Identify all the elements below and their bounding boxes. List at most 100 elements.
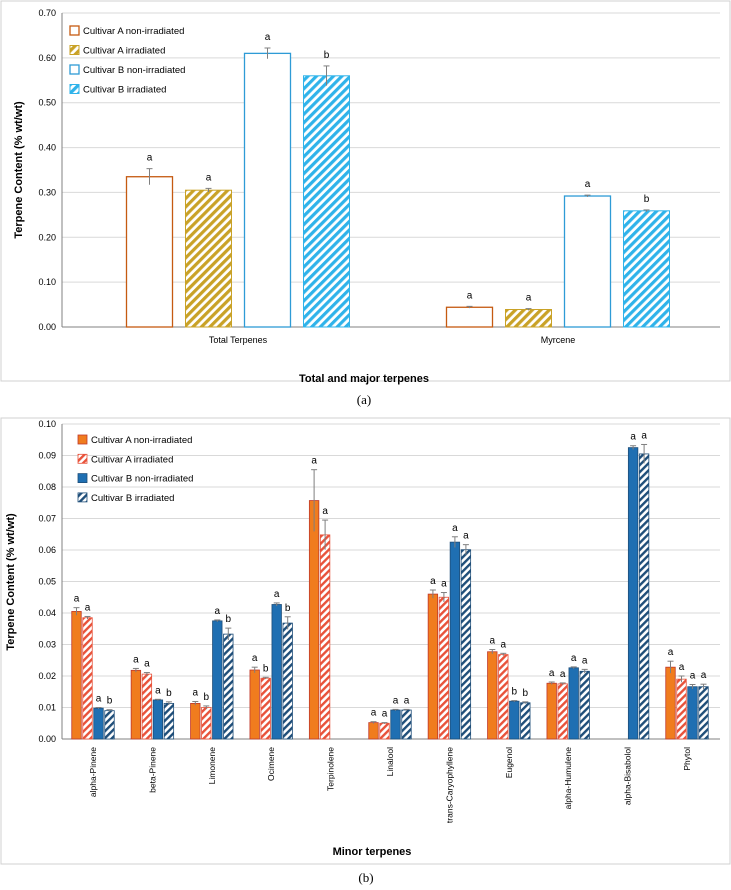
x-category-label: beta-Pinene <box>147 747 157 793</box>
significance-letter: a <box>690 671 696 682</box>
bar-alpha-pinene-cultivar-a-irradiated <box>82 617 93 740</box>
bar-beta-pinene-cultivar-b-irradiated <box>163 703 175 740</box>
bar-eugenol-cultivar-b-irradiated <box>520 702 531 740</box>
legend-label: Cultivar A non-irradiated <box>91 435 192 446</box>
bar-alpha-humulene-cultivar-b-non-irradiated <box>568 667 579 740</box>
bar-trans-caryophyllene-cultivar-b-non-irradiated <box>449 541 461 740</box>
gridlines-b <box>61 423 720 740</box>
significance-letter: a <box>490 636 496 647</box>
bar-alpha-pinene-cultivar-b-irradiated <box>104 710 115 740</box>
bar-alpha-bisabolol-cultivar-b-irradiated <box>638 453 650 740</box>
x-axis-title-a: Total and major terpenes <box>299 373 429 385</box>
y-tick-label: 0.05 <box>38 577 56 587</box>
bar-beta-pinene-cultivar-a-irradiated <box>141 673 153 740</box>
significance-letter: a <box>74 594 80 605</box>
bar-phytol-cultivar-b-non-irradiated <box>687 686 698 740</box>
significance-letter: a <box>193 688 199 699</box>
significance-letter: a <box>85 602 91 613</box>
y-tick-label: 0.20 <box>38 232 56 242</box>
y-tick-label: 0.08 <box>38 482 56 492</box>
legend-swatch <box>77 492 88 503</box>
significance-letter: a <box>463 531 469 542</box>
significance-letter: a <box>155 685 161 696</box>
x-category-label: Terpinolene <box>326 747 336 791</box>
x-axis-title-b: Minor terpenes <box>333 846 412 858</box>
bar-beta-pinene-cultivar-b-non-irradiated <box>152 699 164 740</box>
y-tick-label: 0.00 <box>38 734 56 744</box>
legend-b: Cultivar A non-irradiated Cultivar A irra… <box>77 434 193 504</box>
x-category-label: Phytol <box>682 747 692 771</box>
bar-eugenol-cultivar-a-non-irradiated <box>487 651 498 740</box>
legend-a: Cultivar A non-irradiated Cultivar A irra… <box>69 25 185 96</box>
y-tick-label: 0.09 <box>38 451 56 461</box>
legend-label: Cultivar B non-irradiated <box>83 65 185 76</box>
bar-linalool-cultivar-a-non-irradiated <box>368 722 379 740</box>
bar-phytol-cultivar-b-irradiated <box>698 686 709 740</box>
bar-alpha-pinene-cultivar-a-non-irradiated <box>71 611 82 740</box>
significance-letter: a <box>630 432 636 443</box>
legend-swatch <box>69 25 80 36</box>
panel-label-a: (a) <box>357 392 371 407</box>
bar-trans-caryophyllene-cultivar-a-non-irradiated <box>427 593 439 740</box>
y-ticks-b: 0.00 0.01 0.02 0.03 0.04 0.05 0.06 0.07 0.08 0.09… <box>38 419 56 744</box>
bar-terpinolene-cultivar-a-non-irradiated <box>308 500 320 740</box>
bar-ocimene-cultivar-b-non-irradiated <box>271 604 282 740</box>
x-category-label: Eugenol <box>504 747 514 778</box>
significance-letter: b <box>226 614 232 625</box>
legend-label: Cultivar B non-irradiated <box>91 474 193 485</box>
bars-a: a a a b a a a b <box>125 32 670 328</box>
legend-swatch <box>77 453 88 464</box>
legend-swatch <box>77 434 88 445</box>
y-tick-label: 0.01 <box>38 703 56 713</box>
bar-trans-caryophyllene-cultivar-a-irradiated <box>438 596 450 740</box>
significance-letter: a <box>501 639 507 650</box>
y-tick-label: 0.02 <box>38 671 56 681</box>
significance-letter: b <box>204 692 210 703</box>
significance-letter: a <box>571 653 577 664</box>
bar-total-terpenes-cultivar-a-irradiated <box>185 189 232 328</box>
significance-letter: b <box>644 194 650 205</box>
significance-letter: a <box>404 695 410 706</box>
y-tick-label: 0.06 <box>38 545 56 555</box>
bar-alpha-pinene-cultivar-b-non-irradiated <box>93 707 104 740</box>
legend-swatch <box>77 473 88 484</box>
significance-letter: a <box>549 668 555 679</box>
bar-limonene-cultivar-b-non-irradiated <box>212 620 223 740</box>
y-ticks-a: 0.00 0.10 0.20 0.30 0.40 0.50 0.60 0.70 <box>38 8 56 332</box>
bar-phytol-cultivar-a-non-irradiated <box>665 666 676 740</box>
panel-label-b: (b) <box>358 870 373 885</box>
legend-swatch <box>69 84 80 94</box>
bar-phytol-cultivar-a-irradiated <box>676 678 687 740</box>
bar-myrcene-cultivar-b-irradiated <box>623 210 670 328</box>
legend-label: Cultivar B irradiated <box>83 85 166 96</box>
significance-letter: a <box>393 695 399 706</box>
y-tick-label: 0.70 <box>38 8 56 18</box>
significance-letter: a <box>215 606 221 617</box>
significance-letter: a <box>371 708 377 719</box>
significance-letter: a <box>144 659 150 670</box>
significance-letter: b <box>263 663 269 674</box>
significance-letter: a <box>467 290 473 301</box>
legend-label: Cultivar B irradiated <box>91 493 174 504</box>
x-categories-b: alpha-Pinene beta-Pinene Limonene Ocimene Te… <box>88 747 692 823</box>
y-tick-label: 0.40 <box>38 143 56 153</box>
significance-letter: a <box>526 293 532 304</box>
significance-letter: a <box>147 153 153 164</box>
bar-ocimene-cultivar-a-irradiated <box>260 677 271 740</box>
chart-panel-a: a a a b a a a b 0.00 0.10 0.20 0.30 0.40 0.50 0.60 0.7… <box>0 0 731 385</box>
bar-alpha-humulene-cultivar-a-irradiated <box>557 683 568 740</box>
legend-label: Cultivar A irradiated <box>91 454 173 465</box>
significance-letter: a <box>560 669 566 680</box>
y-tick-label: 0.10 <box>38 277 56 287</box>
significance-letter: b <box>285 603 291 614</box>
bar-limonene-cultivar-b-irradiated <box>223 633 234 740</box>
significance-letter: a <box>679 662 685 673</box>
significance-letter: b <box>523 688 529 699</box>
significance-letter: a <box>430 576 436 587</box>
y-axis-title-b: Terpene Content (% wt/wt) <box>5 513 17 651</box>
y-tick-label: 0.00 <box>38 322 56 332</box>
bar-linalool-cultivar-b-non-irradiated <box>390 709 401 740</box>
